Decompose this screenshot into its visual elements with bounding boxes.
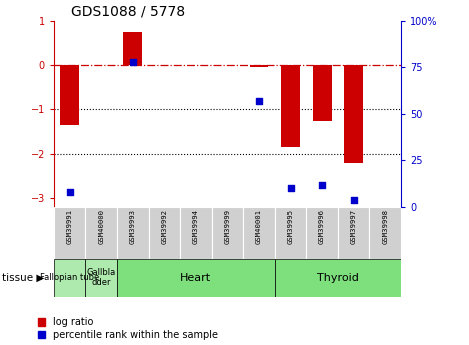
Bar: [313, 65, 332, 120]
Bar: [306, 207, 338, 259]
Legend: log ratio, percentile rank within the sample: log ratio, percentile rank within the sa…: [38, 317, 218, 340]
Bar: [281, 65, 300, 147]
Text: GSM39994: GSM39994: [193, 208, 199, 244]
Bar: [275, 259, 401, 297]
Text: Gallbla
dder: Gallbla dder: [87, 268, 116, 287]
Bar: [54, 207, 85, 259]
Text: GSM39998: GSM39998: [382, 208, 388, 244]
Point: [66, 189, 74, 195]
Text: Fallopian tube: Fallopian tube: [40, 273, 99, 282]
Text: GSM39995: GSM39995: [287, 208, 294, 244]
Bar: [54, 259, 85, 297]
Bar: [85, 207, 117, 259]
Point: [129, 59, 136, 65]
Bar: [243, 207, 275, 259]
Text: GSM39999: GSM39999: [225, 208, 230, 244]
Point: [350, 197, 357, 202]
Bar: [275, 207, 306, 259]
Point: [287, 186, 295, 191]
Text: GDS1088 / 5778: GDS1088 / 5778: [71, 4, 185, 18]
Text: tissue ▶: tissue ▶: [2, 273, 45, 283]
Text: Heart: Heart: [181, 273, 212, 283]
Text: GSM39997: GSM39997: [351, 208, 356, 244]
Bar: [344, 65, 363, 162]
Bar: [370, 207, 401, 259]
Text: GSM40000: GSM40000: [98, 208, 104, 244]
Bar: [212, 207, 243, 259]
Bar: [117, 207, 149, 259]
Bar: [60, 65, 79, 125]
Bar: [117, 259, 275, 297]
Point: [318, 182, 326, 187]
Text: GSM39992: GSM39992: [161, 208, 167, 244]
Point: [255, 98, 263, 104]
Text: GSM40001: GSM40001: [256, 208, 262, 244]
Bar: [85, 259, 117, 297]
Text: Thyroid: Thyroid: [317, 273, 359, 283]
Bar: [180, 207, 212, 259]
Bar: [250, 65, 268, 67]
Bar: [149, 207, 180, 259]
Text: GSM39996: GSM39996: [319, 208, 325, 244]
Bar: [338, 207, 370, 259]
Text: GSM39993: GSM39993: [130, 208, 136, 244]
Bar: [123, 32, 142, 65]
Text: GSM39991: GSM39991: [67, 208, 73, 244]
